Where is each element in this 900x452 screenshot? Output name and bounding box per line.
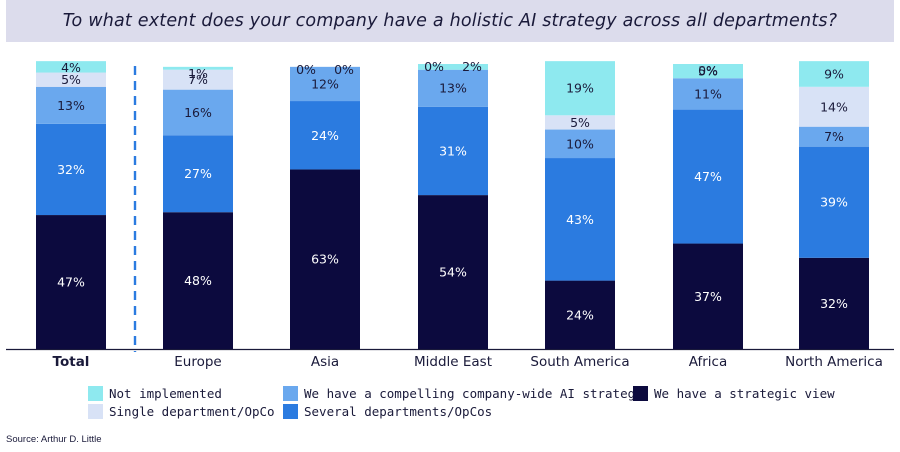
data-label: 0%: [424, 59, 444, 74]
bar-segment-not-implemented: [799, 61, 869, 87]
category-label: South America: [530, 354, 629, 370]
data-label: 39%: [820, 195, 848, 210]
legend-label-not-implemented: Not implemented: [109, 386, 222, 401]
bar-segment-not-implemented: [418, 64, 488, 70]
bar-segment-several-departments: [799, 146, 869, 258]
data-label: 27%: [184, 166, 212, 181]
data-label: 2%: [462, 59, 482, 74]
bar-segment-strategic-view: [673, 243, 743, 349]
legend-label-single-department: Single department/OpCo: [109, 404, 275, 419]
legend-swatch-compelling-strategy: [283, 386, 298, 401]
category-label: Total: [53, 354, 90, 370]
legend-item-compelling-strategy: We have a compelling company-wide AI str…: [283, 386, 643, 401]
data-label: 24%: [566, 307, 594, 322]
legend-item-single-department: Single department/OpCo: [88, 404, 275, 419]
legend-swatch-single-department: [88, 404, 103, 419]
bar-segment-several-departments: [290, 101, 360, 170]
bar-segment-several-departments: [418, 106, 488, 196]
bar-segment-single-department: [799, 86, 869, 127]
data-label: 19%: [566, 81, 594, 96]
bar-segment-single-department: [163, 69, 233, 90]
data-label: 48%: [184, 273, 212, 288]
bar-segment-several-departments: [673, 109, 743, 244]
data-label: 43%: [566, 212, 594, 227]
bar-segment-compelling-strategy: [799, 126, 869, 147]
legend-label-compelling-strategy: We have a compelling company-wide AI str…: [304, 386, 643, 401]
source-note: Source: Arthur D. Little: [6, 434, 102, 445]
data-label: 54%: [439, 265, 467, 280]
bar-segment-compelling-strategy: [163, 89, 233, 136]
legend-label-several-departments: Several departments/OpCos: [304, 404, 493, 419]
stacked-bar-chart: 47%32%13%5%4%Total48%27%16%7%1%Europe63%…: [6, 59, 894, 370]
data-label: 47%: [694, 169, 722, 184]
legend-swatch-not-implemented: [88, 386, 103, 401]
bar-segment-several-departments: [545, 158, 615, 281]
category-label: Europe: [174, 354, 221, 370]
data-label: 63%: [311, 252, 339, 267]
bar-segment-strategic-view: [545, 280, 615, 349]
data-label: 12%: [311, 76, 339, 91]
data-label: 24%: [311, 128, 339, 143]
category-label: Middle East: [414, 354, 492, 370]
legend-item-several-departments: Several departments/OpCos: [283, 404, 492, 419]
bar-segment-single-department: [545, 115, 615, 130]
data-label: 16%: [184, 105, 212, 120]
bar-segment-compelling-strategy: [36, 86, 106, 124]
data-label: 11%: [694, 86, 722, 101]
chart-title-bar: To what extent does your company have a …: [6, 0, 894, 42]
data-label: 32%: [820, 296, 848, 311]
bar-segment-strategic-view: [799, 257, 869, 349]
legend-swatch-several-departments: [283, 404, 298, 419]
bar-segment-single-department: [36, 72, 106, 87]
bar-segment-strategic-view: [163, 212, 233, 349]
bar-segment-strategic-view: [290, 169, 360, 349]
bar-segment-compelling-strategy: [673, 78, 743, 110]
bar-segment-compelling-strategy: [290, 66, 360, 102]
bar-segment-several-departments: [163, 135, 233, 213]
bar-segment-strategic-view: [418, 195, 488, 349]
data-label: 0%: [698, 63, 718, 78]
chart-title: To what extent does your company have a …: [62, 11, 838, 31]
bar-segment-not-implemented: [36, 61, 106, 73]
bar-segment-compelling-strategy: [545, 129, 615, 159]
data-label: 5%: [61, 72, 81, 87]
bar-segment-not-implemented: [673, 64, 743, 79]
legend-item-not-implemented: Not implemented: [88, 386, 222, 401]
data-label: 13%: [57, 98, 85, 113]
data-label: 7%: [188, 72, 208, 87]
bar-segment-several-departments: [36, 123, 106, 216]
bar-segment-strategic-view: [36, 215, 106, 349]
category-label: Asia: [311, 354, 339, 370]
data-label: 9%: [824, 66, 844, 81]
legend-label-strategic-view: We have a strategic view: [654, 386, 835, 401]
bar-segment-not-implemented: [545, 61, 615, 116]
data-label: 5%: [698, 64, 718, 79]
data-label: 13%: [439, 81, 467, 96]
bar-segment-not-implemented: [163, 66, 233, 70]
data-label: 7%: [824, 129, 844, 144]
data-label: 10%: [566, 136, 594, 151]
data-label: 47%: [57, 275, 85, 290]
legend-item-strategic-view: We have a strategic view: [633, 386, 835, 401]
data-label: 31%: [439, 143, 467, 158]
data-label: 5%: [570, 115, 590, 130]
category-label: North America: [785, 354, 883, 370]
data-label: 0%: [296, 62, 316, 77]
data-label: 4%: [61, 60, 81, 75]
data-label: 32%: [57, 162, 85, 177]
data-label: 0%: [334, 62, 354, 77]
data-label: 37%: [694, 289, 722, 304]
data-label: 1%: [188, 66, 208, 81]
bar-segment-compelling-strategy: [418, 69, 488, 107]
data-label: 14%: [820, 99, 848, 114]
category-label: Africa: [689, 354, 728, 370]
legend-swatch-strategic-view: [633, 386, 648, 401]
